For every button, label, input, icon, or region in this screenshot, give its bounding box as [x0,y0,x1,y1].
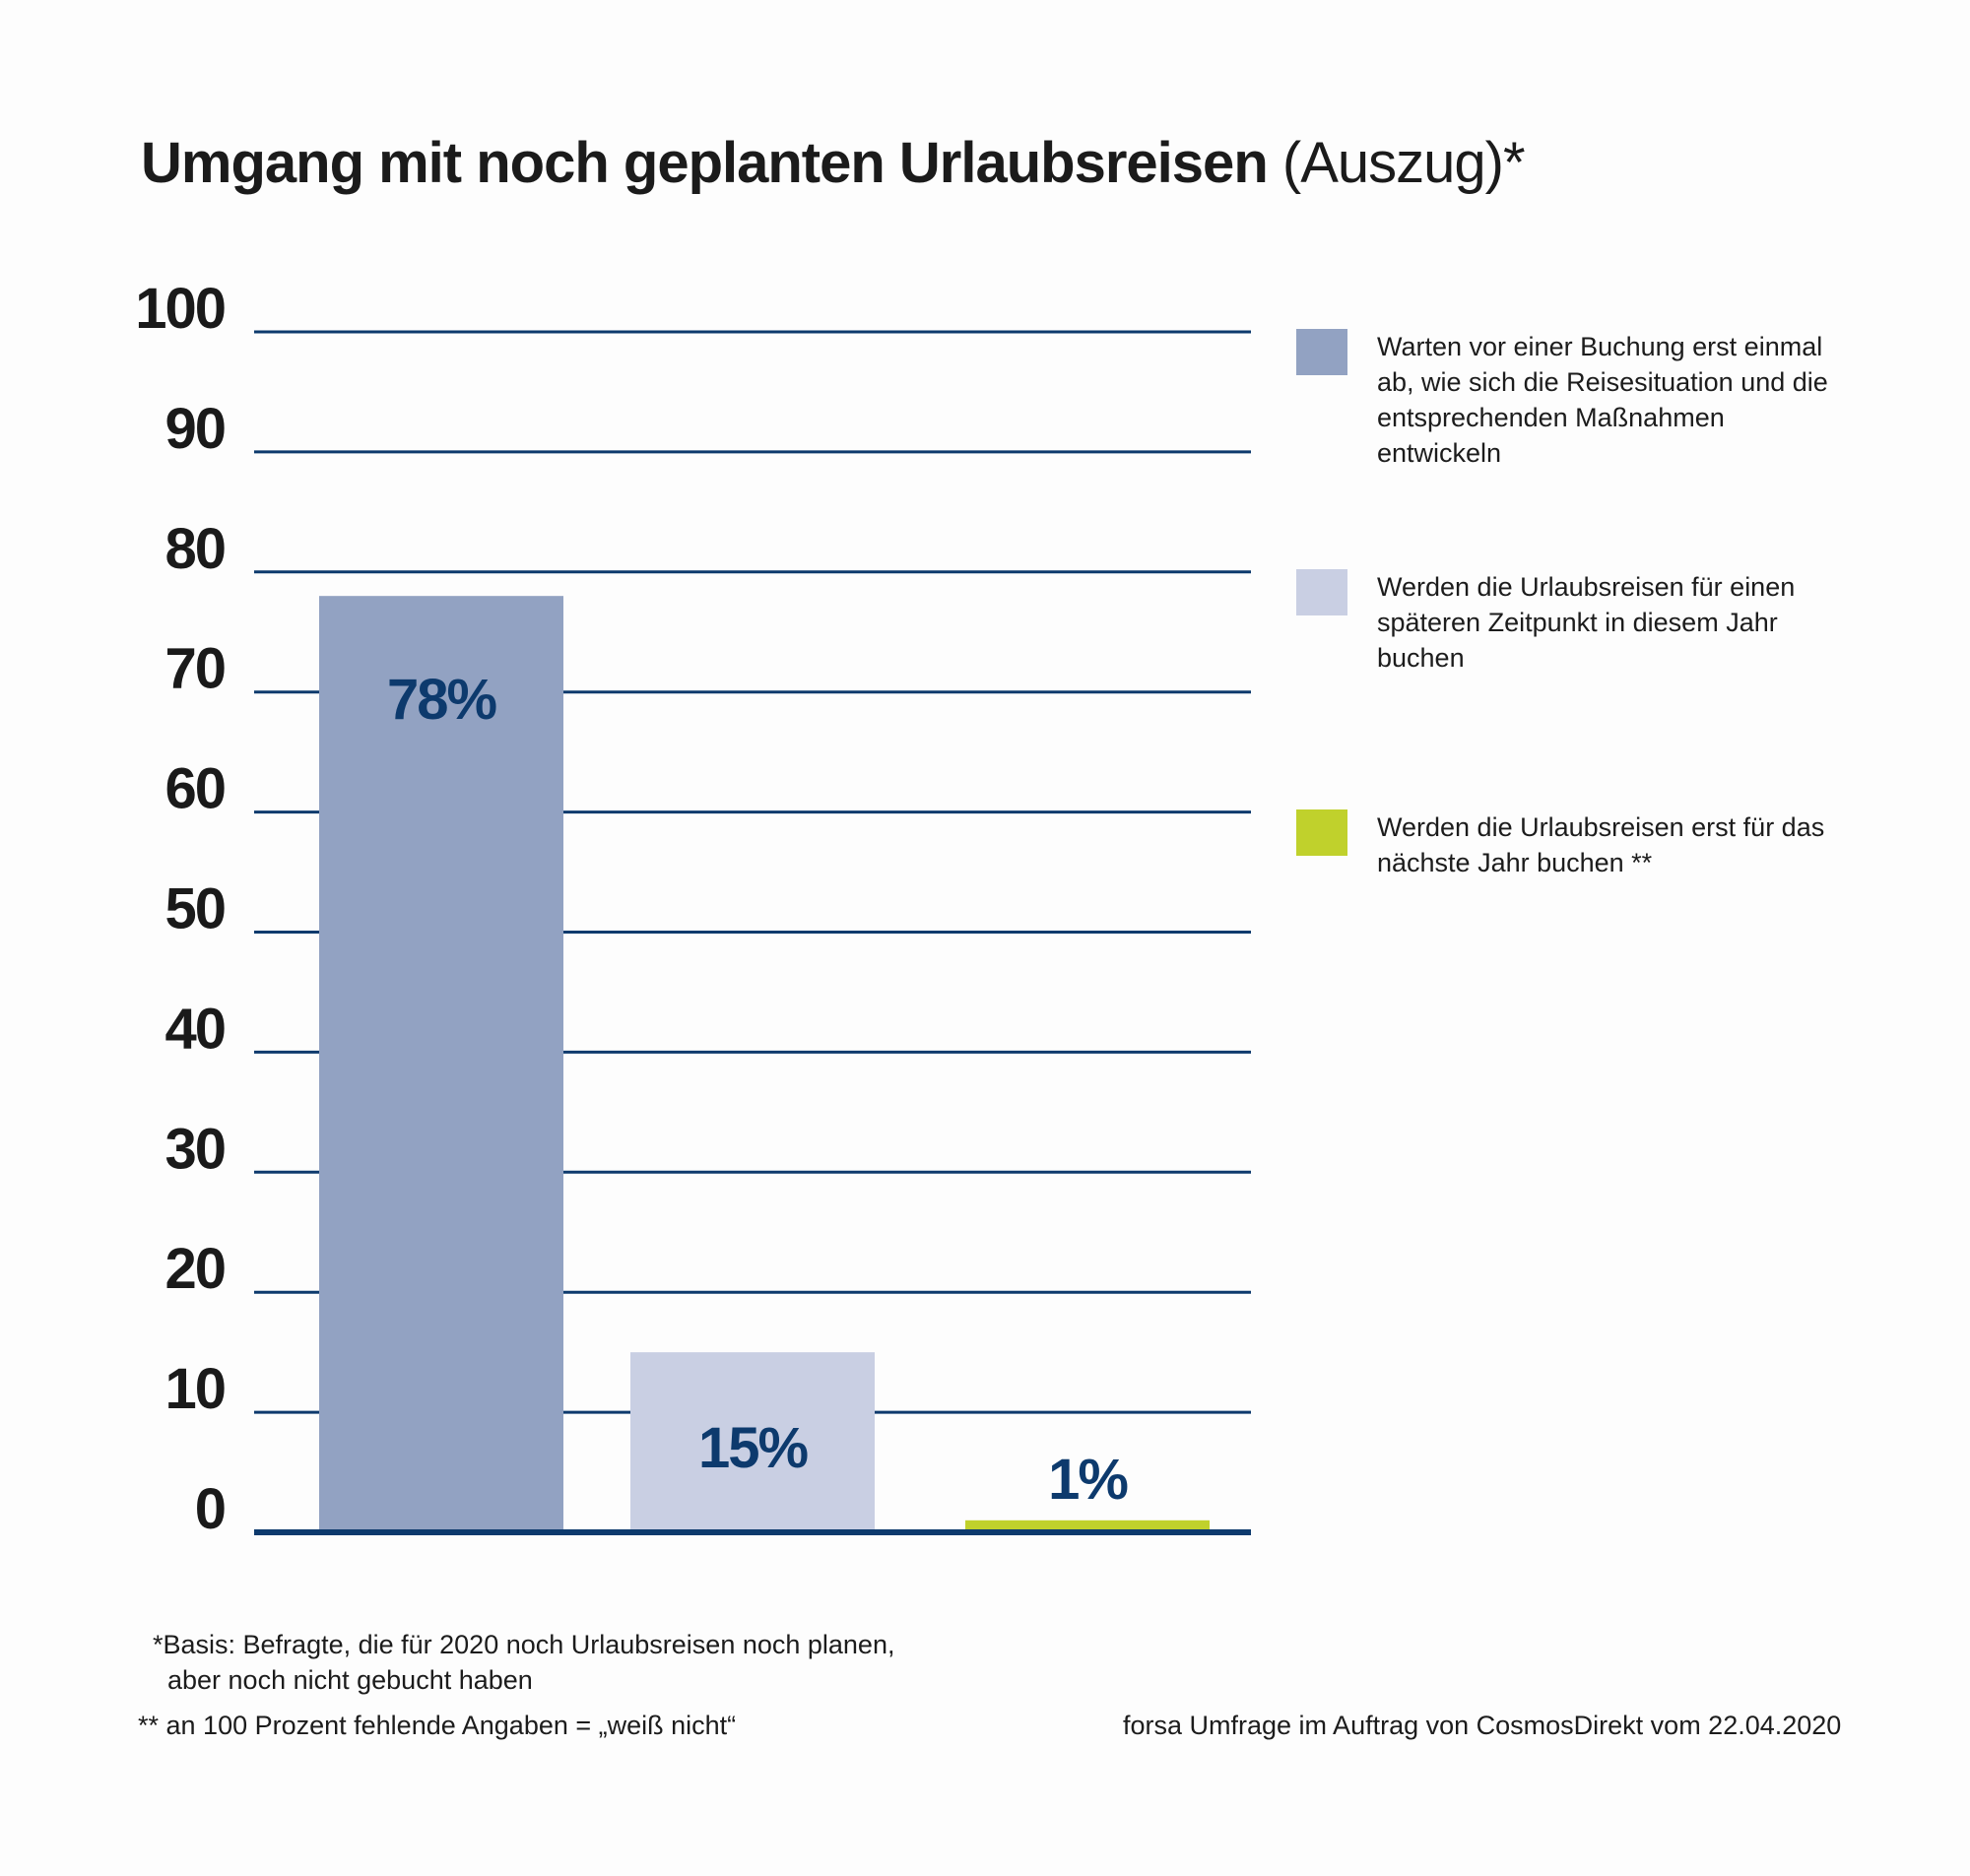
legend-label-next-year: Werden die Urlaubsreisen erst für das nä… [1377,812,1825,877]
y-tick-label: 100 [135,277,225,341]
footnote-missing: ** an 100 Prozent fehlende Angaben = „we… [138,1711,737,1740]
data-labels: 78% 15% 1% [387,668,1130,1512]
y-axis-ticks: 0 10 20 30 40 50 60 70 80 90 100 [135,277,227,1541]
chart-title-main: Umgang mit noch geplanten Urlaubsreisen [141,131,1269,195]
y-tick-label: 40 [164,997,225,1061]
y-tick-label: 50 [164,877,225,941]
data-label: 1% [1048,1448,1128,1512]
data-label: 78% [387,668,497,732]
y-tick-label: 20 [164,1237,225,1301]
footnote-basis-line1: *Basis: Befragte, die für 2020 noch Urla… [153,1630,895,1659]
y-tick-label: 60 [164,757,225,821]
y-tick-label: 10 [164,1357,225,1421]
y-tick-label: 80 [164,517,225,581]
legend-swatch-later-this-year [1296,569,1347,615]
footnote-basis-line2: aber noch nicht gebucht haben [167,1665,533,1695]
bar-chart: 0 10 20 30 40 50 60 70 80 90 100 78% 15% 1% [135,277,1251,1541]
legend-swatch-next-year [1296,809,1347,856]
legend-label-later-this-year: Werden die Urlaubsreisen für einen späte… [1377,572,1796,673]
legend-label-wait: Warten vor einer Buchung erst einmal ab,… [1377,332,1828,468]
bar [319,596,563,1532]
y-tick-label: 30 [164,1117,225,1181]
y-tick-label: 70 [164,637,225,701]
bar [965,1520,1210,1532]
chart-title: Umgang mit noch geplanten Urlaubsreisen … [141,130,1526,196]
footnote-source: forsa Umfrage im Auftrag von CosmosDirek… [1123,1711,1842,1740]
legend-swatch-wait [1296,329,1347,375]
bars [319,596,1210,1532]
chart-title-suffix: (Auszug)* [1281,131,1526,195]
bar [630,1352,875,1532]
data-label: 15% [698,1416,809,1480]
y-tick-label: 0 [195,1477,225,1541]
y-tick-label: 90 [164,397,225,461]
